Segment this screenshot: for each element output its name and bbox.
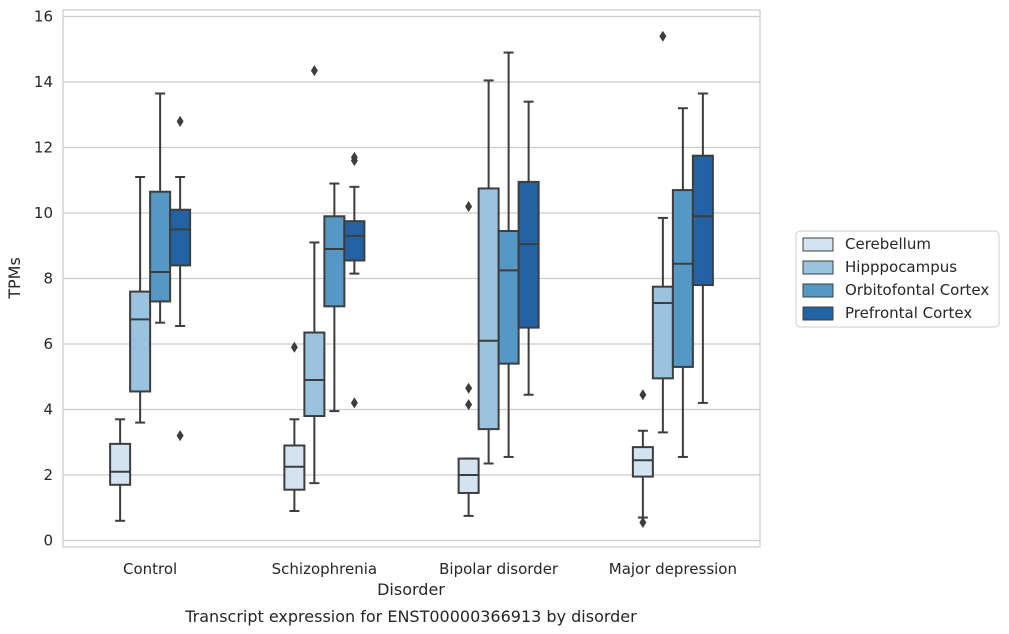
box-body <box>129 290 152 393</box>
box-cerebellum <box>109 418 132 522</box>
y-tick-label: 10 <box>34 204 53 222</box>
box-body <box>109 442 132 486</box>
box-orbitofontal-cortex <box>323 182 346 413</box>
box-body <box>323 215 346 308</box>
outlier-point <box>465 382 473 394</box>
box-prefrontal-cortex <box>343 151 366 409</box>
legend-frame <box>795 230 1000 328</box>
y-tick-label: 2 <box>43 466 53 484</box>
box-body <box>631 446 654 478</box>
grid-lines <box>63 15 760 542</box>
box-body <box>671 189 694 368</box>
box-prefrontal-cortex <box>517 100 540 396</box>
legend-swatch <box>802 237 834 252</box>
legend-swatch <box>802 306 834 321</box>
box-body <box>517 180 540 329</box>
y-axis-title: TPMs <box>5 257 24 300</box>
legend-label: Cerebellum <box>845 235 931 253</box>
box-hipppocampus <box>129 175 152 424</box>
box-prefrontal-cortex <box>169 115 192 442</box>
box-cerebellum <box>283 341 306 512</box>
box-body <box>477 187 500 431</box>
outlier-point <box>176 115 184 127</box>
y-tick-labels: 0 2 4 6 8 10 12 14 16 <box>34 8 53 550</box>
box-hipppocampus <box>303 65 326 485</box>
x-axis-title: Disorder <box>377 580 445 599</box>
y-tick-label: 4 <box>43 400 53 418</box>
box-body <box>497 230 520 365</box>
outlier-point <box>350 151 358 163</box>
outlier-point <box>659 30 667 42</box>
legend-swatch <box>802 283 834 298</box>
y-tick-label: 14 <box>34 73 53 91</box>
legend-label: Orbitofontal Cortex <box>845 281 989 299</box>
x-tick-label: Major depression <box>609 560 737 578</box>
chart-caption: Transcript expression for ENST0000036691… <box>184 607 637 626</box>
legend-label: Prefrontal Cortex <box>845 304 972 322</box>
outlier-point <box>639 389 647 401</box>
y-tick-label: 0 <box>43 531 53 549</box>
outlier-point <box>350 397 358 409</box>
box-orbitofontal-cortex <box>497 51 520 458</box>
box-body <box>343 220 366 262</box>
y-tick-label: 12 <box>34 139 53 157</box>
outlier-point <box>290 341 298 353</box>
legend-label: Hipppocampus <box>845 258 957 276</box>
outlier-point <box>465 399 473 411</box>
plot-frame <box>62 9 761 548</box>
legend-swatch <box>802 260 834 275</box>
box-cerebellum <box>457 200 480 517</box>
outlier-point <box>465 200 473 212</box>
y-tick-label: 8 <box>43 270 53 288</box>
box-body <box>691 154 714 287</box>
box-body <box>169 208 192 267</box>
box-body <box>303 331 326 418</box>
x-tick-label: Control <box>123 560 177 578</box>
x-tick-label: Bipolar disorder <box>439 560 559 578</box>
box-body <box>651 285 674 380</box>
box-groups <box>109 30 714 528</box>
legend: Cerebellum Hipppocampus Orbitofontal Corte… <box>795 230 1000 328</box>
box-cerebellum <box>631 389 654 528</box>
outlier-point <box>176 430 184 442</box>
outlier-point <box>639 516 647 528</box>
y-tick-label: 6 <box>43 335 53 353</box>
outlier-point <box>310 65 318 77</box>
y-tick-label: 16 <box>34 8 53 26</box>
x-tick-label: Schizophrenia <box>272 560 377 578</box>
x-tick-labels: Control Schizophrenia Bipolar disorder Majo… <box>123 560 737 578</box>
box-prefrontal-cortex <box>691 92 714 404</box>
box-body <box>149 190 172 303</box>
